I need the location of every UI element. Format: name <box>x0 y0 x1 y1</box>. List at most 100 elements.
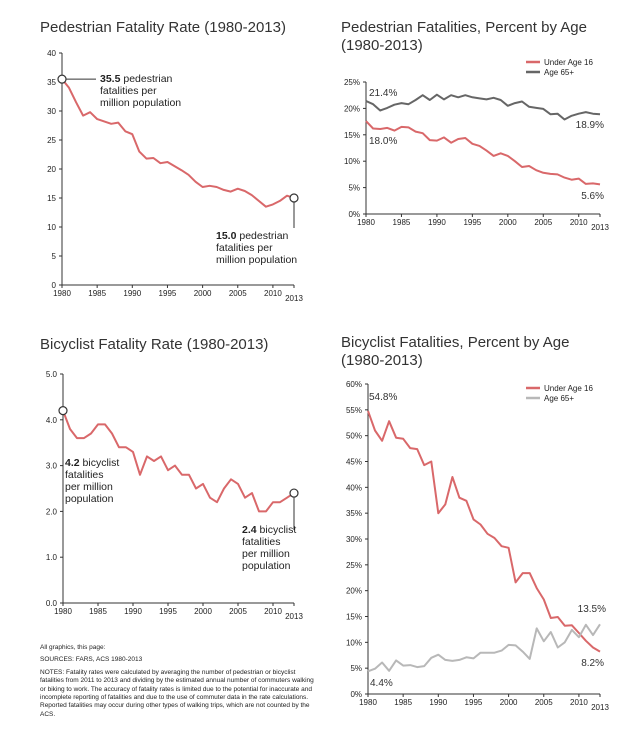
y-tick-label: 35% <box>346 509 362 518</box>
x-tick-label: 1980 <box>357 218 375 227</box>
chart-title-bicyclist-age: Bicyclist Fatalities, Percent by Age (19… <box>341 334 570 369</box>
x-tick-label: 2010 <box>264 607 282 616</box>
y-tick-label: 5.0 <box>46 370 58 379</box>
x-tick-label: 1995 <box>463 218 481 227</box>
y-tick-label: 0 <box>52 281 57 290</box>
series-line <box>367 623 601 673</box>
y-tick-label: 1.0 <box>46 553 58 562</box>
series-line <box>62 410 295 513</box>
x-tick-label: 2000 <box>194 607 212 616</box>
y-tick-label: 15% <box>346 613 362 622</box>
y-tick-label: 10% <box>346 638 362 647</box>
annotation-start: 35.5 pedestrian fatalities per million pop… <box>100 73 181 109</box>
y-tick-label: 0% <box>348 210 360 219</box>
series-line <box>61 78 295 208</box>
legend-label: Under Age 16 <box>544 58 593 67</box>
x-tick-label: 1985 <box>88 289 106 298</box>
x-tick-label: 2005 <box>229 289 247 298</box>
x-tick-label: 1985 <box>393 218 411 227</box>
x-tick-label: 2013 <box>591 703 609 712</box>
x-tick-label: 2000 <box>499 218 517 227</box>
notes-graphics: All graphics, this page: <box>40 644 106 651</box>
chart-title-bicyclist-rate: Bicyclist Fatality Rate (1980-2013) <box>40 336 269 353</box>
x-tick-label: 2013 <box>285 294 303 303</box>
y-tick-label: 30% <box>346 535 362 544</box>
label-65-start: 4.4% <box>370 678 393 689</box>
x-tick-label: 2005 <box>534 218 552 227</box>
y-tick-label: 40 <box>47 49 56 58</box>
x-tick-label: 1995 <box>159 289 177 298</box>
x-tick-label: 2010 <box>570 698 588 707</box>
y-tick-label: 25% <box>344 78 360 87</box>
label-under16-end: 5.6% <box>581 191 604 202</box>
label-65-start: 21.4% <box>369 88 397 99</box>
legend-label: Under Age 16 <box>544 384 593 393</box>
series-line <box>365 93 601 121</box>
x-tick-label: 1995 <box>159 607 177 616</box>
label-under16-start: 54.8% <box>369 392 397 403</box>
annotation-start: 4.2 bicyclist fatalities per million popula… <box>65 457 119 505</box>
label-under16-end: 8.2% <box>581 658 604 669</box>
y-tick-label: 5% <box>348 184 360 193</box>
y-tick-label: 5 <box>52 252 57 261</box>
y-tick-label: 15% <box>344 131 360 140</box>
x-tick-label: 1980 <box>53 289 71 298</box>
y-tick-label: 35 <box>47 78 56 87</box>
legend-label: Age 65+ <box>544 394 574 403</box>
y-tick-label: 20% <box>346 587 362 596</box>
start-marker <box>58 406 68 416</box>
x-tick-label: 1980 <box>359 698 377 707</box>
annotation-end: 2.4 bicyclist fatalities per million popula… <box>242 524 296 572</box>
annotation-end: 15.0 pedestrian fatalities per million pop… <box>216 230 297 266</box>
y-tick-label: 3.0 <box>46 462 58 471</box>
y-tick-label: 45% <box>346 458 362 467</box>
x-tick-label: 1995 <box>465 698 483 707</box>
x-tick-label: 1990 <box>429 698 447 707</box>
x-tick-label: 1985 <box>89 607 107 616</box>
label-65-end: 13.5% <box>578 604 606 615</box>
end-marker <box>289 488 299 498</box>
y-tick-label: 55% <box>346 406 362 415</box>
y-tick-label: 25 <box>47 136 56 145</box>
start-marker <box>57 74 67 84</box>
x-tick-label: 2000 <box>500 698 518 707</box>
notes: All graphics, this page: SOURCES: FARS, … <box>40 644 318 723</box>
x-tick-label: 1990 <box>123 289 141 298</box>
x-tick-label: 2005 <box>535 698 553 707</box>
x-tick-label: 2000 <box>194 289 212 298</box>
series-line <box>365 120 601 186</box>
end-marker <box>289 193 299 203</box>
y-tick-label: 10 <box>47 223 56 232</box>
x-tick-label: 2010 <box>264 289 282 298</box>
y-tick-label: 0.0 <box>46 599 58 608</box>
y-tick-label: 40% <box>346 483 362 492</box>
series-line <box>367 410 601 653</box>
label-under16-start: 18.0% <box>369 136 397 147</box>
chart-title-pedestrian-age: Pedestrian Fatalities, Percent by Age (1… <box>341 19 587 54</box>
x-tick-label: 1985 <box>394 698 412 707</box>
x-tick-label: 2013 <box>591 223 609 232</box>
y-tick-label: 10% <box>344 157 360 166</box>
y-tick-label: 5% <box>350 664 362 673</box>
y-tick-label: 0% <box>350 690 362 699</box>
chart-title-pedestrian-rate: Pedestrian Fatality Rate (1980-2013) <box>40 19 286 36</box>
legend-label: Age 65+ <box>544 68 574 77</box>
x-tick-label: 2013 <box>285 612 303 621</box>
x-tick-label: 2005 <box>229 607 247 616</box>
y-tick-label: 20% <box>344 104 360 113</box>
x-tick-label: 1990 <box>124 607 142 616</box>
notes-sources: SOURCES: FARS, ACS 1980-2013 <box>40 656 143 664</box>
x-tick-label: 2010 <box>570 218 588 227</box>
y-tick-label: 50% <box>346 432 362 441</box>
y-tick-label: 2.0 <box>46 507 58 516</box>
x-tick-label: 1990 <box>428 218 446 227</box>
y-tick-label: 15 <box>47 194 56 203</box>
x-tick-label: 1980 <box>54 607 72 616</box>
y-tick-label: 4.0 <box>46 416 58 425</box>
label-65-end: 18.9% <box>576 120 604 131</box>
y-tick-label: 25% <box>346 561 362 570</box>
